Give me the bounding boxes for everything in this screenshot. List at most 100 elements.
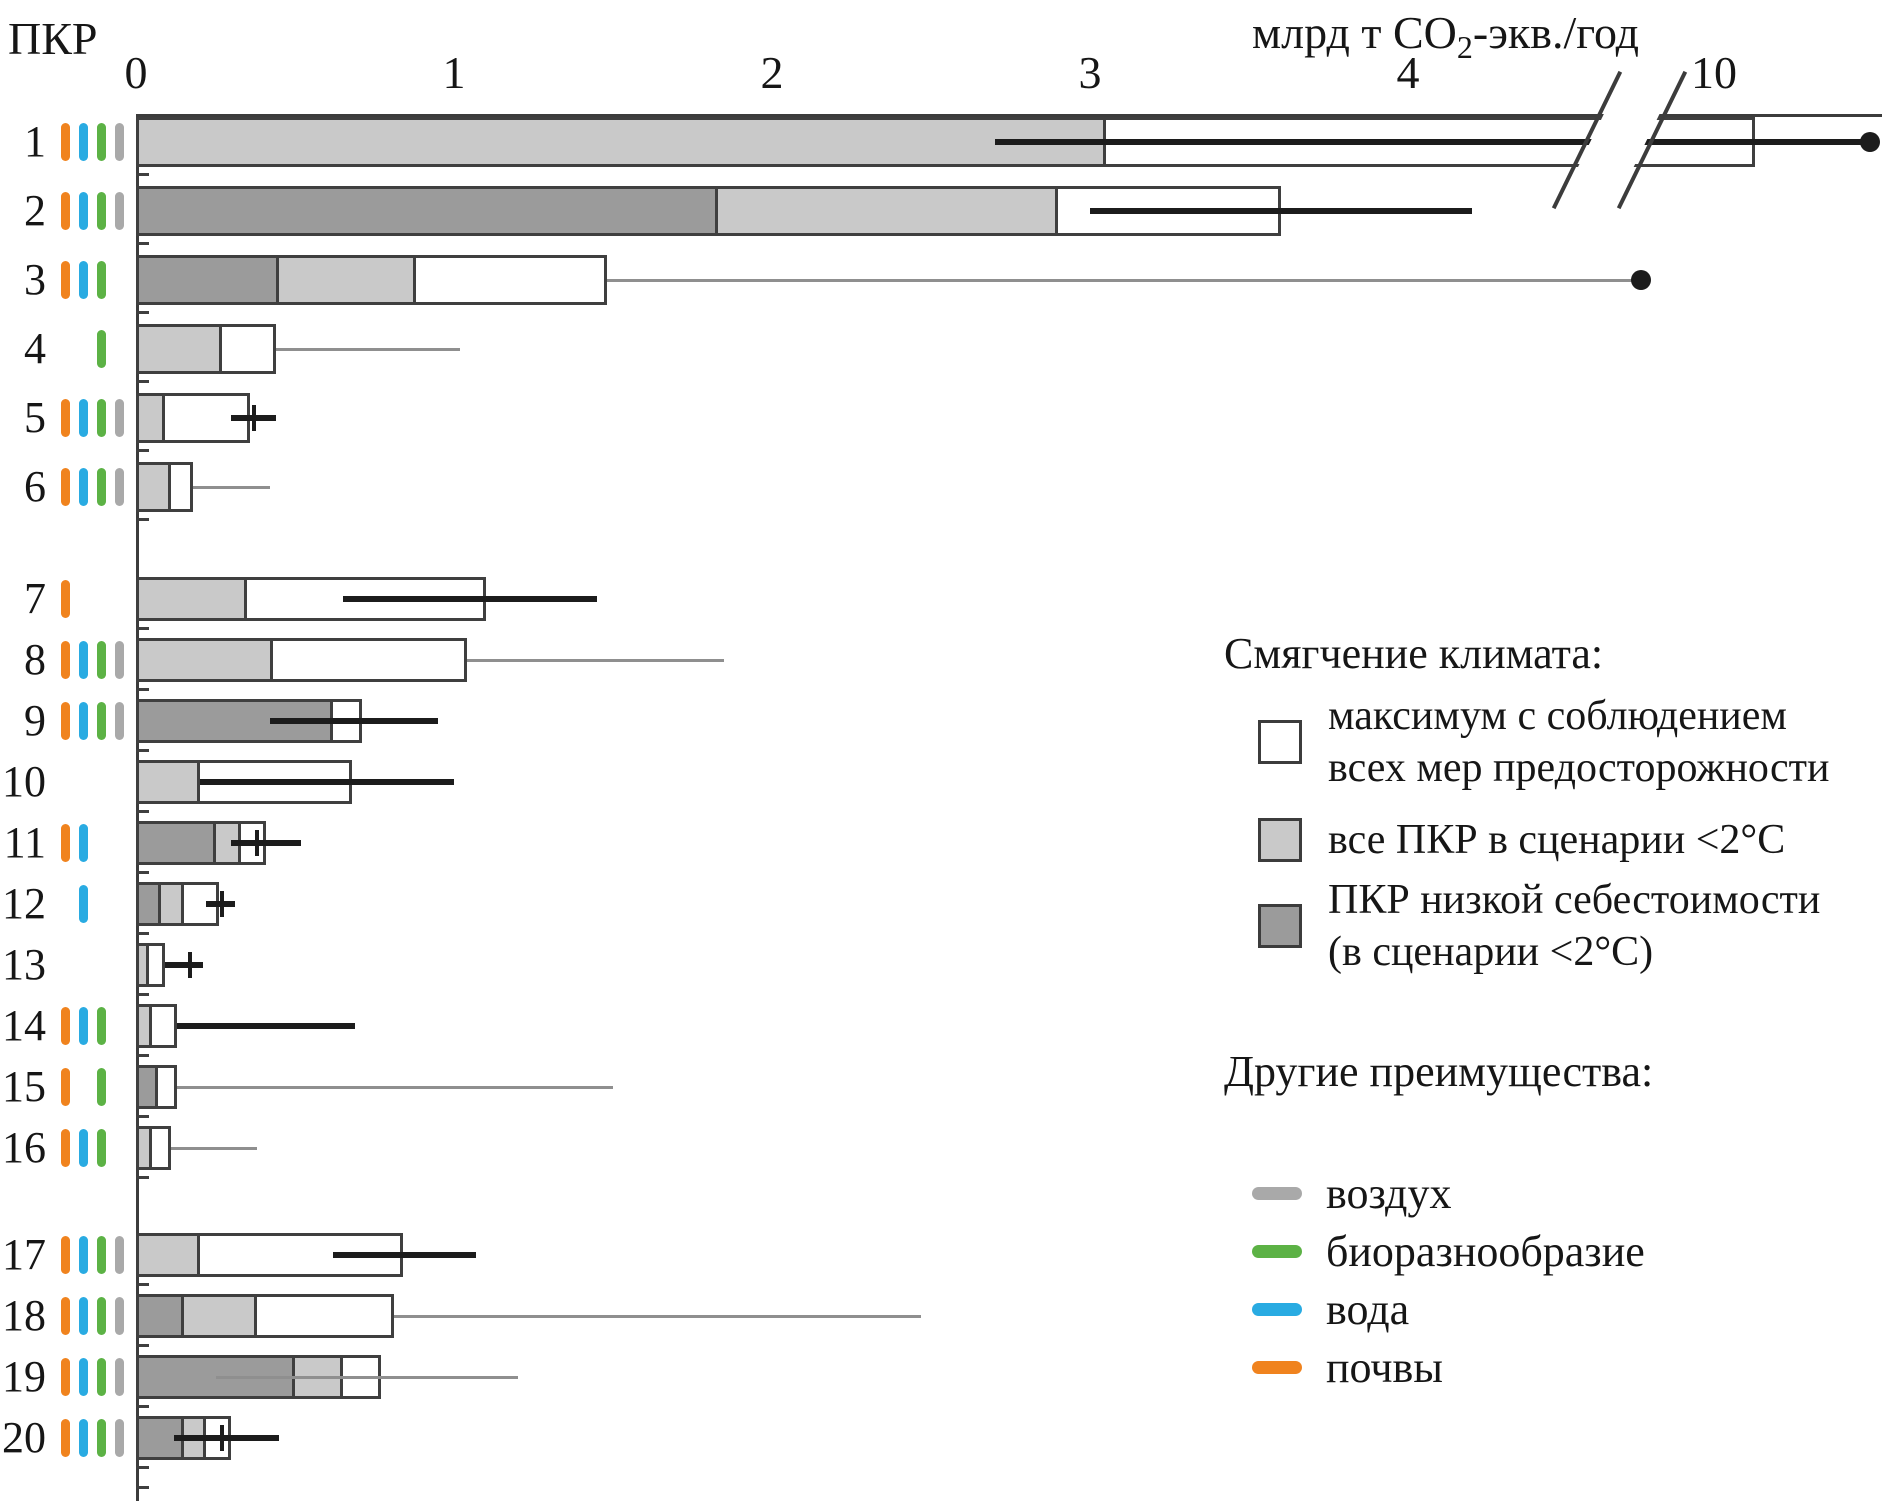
uncertainty-whisker [215,1375,518,1379]
soil-benefit-tick-icon [61,261,70,299]
water-benefit-tick-icon [79,1129,88,1167]
central-estimate-tick [251,405,256,431]
uncertainty-whisker [275,347,461,351]
water-benefit-tick-icon [79,1297,88,1335]
air-dash-icon [1252,1186,1302,1200]
central-estimate-tick [219,891,224,917]
air-benefit-tick-icon [115,123,124,161]
all-ncs-swatch [1258,818,1302,862]
uncertainty-whisker [606,278,1642,282]
row-axis-tick [136,380,149,383]
biodiversity-dash-icon [1252,1244,1302,1258]
air-benefit-tick-icon [115,192,124,230]
y-axis-title: ПКР [8,13,98,64]
biodiversity-benefit-tick-icon [97,1358,106,1396]
water-benefit-tick-icon [79,641,88,679]
row-axis-tick [136,993,149,996]
water-benefit-tick-icon [79,702,88,740]
row-label: 7 [24,574,46,623]
row-axis-tick [136,449,149,452]
air-benefit-tick-icon [115,1236,124,1274]
bar-low-cost [136,1294,184,1338]
bar-all-ncs [136,324,222,374]
water-benefit-tick-icon [79,1419,88,1457]
air-benefit-tick-icon [115,468,124,506]
low-cost-swatch [1258,904,1302,948]
row-axis-tick [136,1115,149,1118]
soil-benefit-tick-icon [61,580,70,618]
soil-benefit-tick-icon [61,1007,70,1045]
row-axis-tick [136,1054,149,1057]
row-axis-tick [136,1283,149,1286]
uncertainty-whisker [269,718,439,724]
bar-all-ncs [136,462,171,512]
legend-item-low-cost: ПКР низкой себестоимости (в сценарии <2°… [1258,874,1820,978]
soil-benefit-tick-icon [61,824,70,862]
x-tick-label: 10 [1691,47,1737,98]
water-benefit-tick-icon [79,885,88,923]
row-axis-tick [136,1344,149,1347]
air-benefit-tick-icon [115,641,124,679]
soil-benefit-tick-icon [61,399,70,437]
bar-low-cost [136,882,162,926]
bar-all-ncs [136,1233,200,1277]
row-axis-tick [136,688,149,691]
soil-benefit-tick-icon [61,1358,70,1396]
benefit-label: почвы [1326,1342,1443,1392]
soil-benefit-tick-icon [61,468,70,506]
soil-benefit-tick-icon [61,192,70,230]
biodiversity-benefit-tick-icon [97,468,106,506]
bar-low-cost [136,255,280,305]
row-label: 1 [24,117,46,166]
legend-benefit-air: воздух [1252,1167,1451,1219]
legend-item-all-ncs: все ПКР в сценарии <2°C [1258,814,1785,866]
x-axis-title-pre: млрд т CO [1252,7,1457,58]
row-axis-tick [136,1466,149,1469]
air-benefit-tick-icon [115,702,124,740]
row-label: 5 [24,393,46,442]
biodiversity-benefit-tick-icon [97,192,106,230]
uncertainty-whisker [193,485,270,489]
biodiversity-benefit-tick-icon [97,1007,106,1045]
x-axis-title: млрд т CO2-экв./год [1252,6,1639,66]
row-label: 18 [2,1291,46,1340]
x-tick-label: 0 [124,47,148,98]
bar-all-ncs [136,760,200,804]
water-benefit-tick-icon [79,824,88,862]
benefit-label: вода [1326,1284,1410,1334]
row-label: 12 [2,879,46,928]
row-label: 8 [24,635,46,684]
soil-benefit-tick-icon [61,1419,70,1457]
biodiversity-benefit-tick-icon [97,399,106,437]
uncertainty-whisker [1090,208,1472,214]
bar-all-ncs [136,1126,152,1170]
soil-benefit-tick-icon [61,1236,70,1274]
row-axis-tick [136,1176,149,1179]
row-axis-tick [136,1486,149,1489]
water-benefit-tick-icon [79,468,88,506]
biodiversity-benefit-tick-icon [97,641,106,679]
uncertainty-whisker [164,962,203,968]
benefit-label: биоразнообразие [1326,1226,1645,1276]
air-benefit-tick-icon [115,1358,124,1396]
uncertainty-whisker [174,1435,280,1441]
row-label: 13 [2,940,46,989]
biodiversity-benefit-tick-icon [97,1129,106,1167]
uncertainty-whisker [231,840,302,846]
biodiversity-benefit-tick-icon [97,1297,106,1335]
row-label: 11 [3,818,46,867]
uncertainty-whisker [177,1085,613,1089]
soil-benefit-tick-icon [61,702,70,740]
row-label: 6 [24,462,46,511]
biodiversity-benefit-tick-icon [97,702,106,740]
legend-mitigation-title: Смягчение климата: [1224,629,1604,678]
bar-all-ncs [136,117,1106,167]
water-benefit-tick-icon [79,192,88,230]
row-label: 9 [24,696,46,745]
central-estimate-tick [254,830,259,856]
x-axis-title-sub: 2 [1456,29,1473,66]
biodiversity-benefit-tick-icon [97,330,106,368]
bar-low-cost [136,699,334,743]
